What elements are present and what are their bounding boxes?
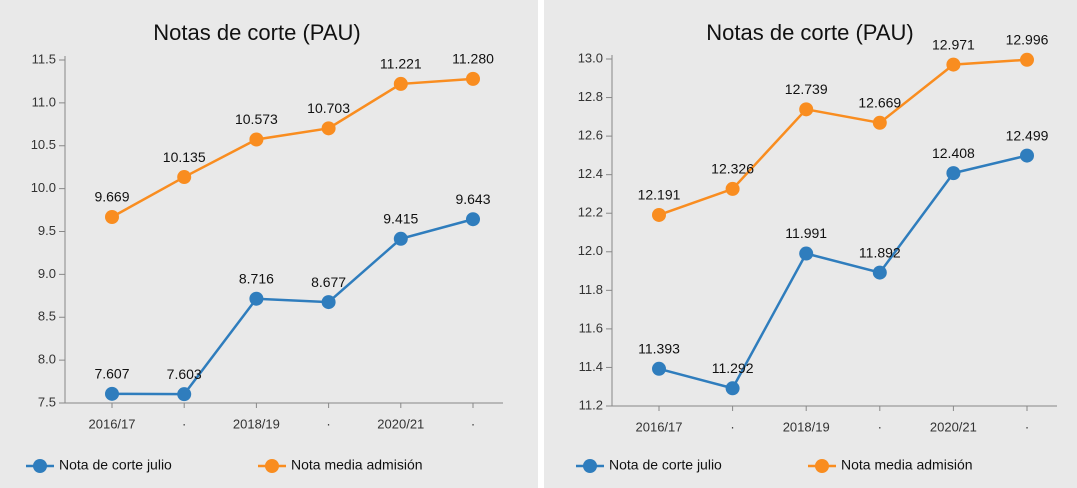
data-point [1020, 148, 1034, 163]
data-label: 11.991 [785, 225, 827, 241]
data-label: 12.971 [932, 36, 975, 52]
chart-title: Notas de corte (PAU) [153, 20, 360, 45]
data-point [725, 181, 740, 196]
data-point [249, 291, 264, 306]
x-tick-label: · [471, 416, 475, 431]
data-label: 12.408 [932, 145, 975, 161]
x-tick-label: 2016/17 [89, 416, 136, 431]
data-point [1020, 52, 1034, 67]
data-label: 10.573 [235, 111, 278, 127]
data-label: 11.393 [638, 340, 680, 356]
x-tick-label: 2020/21 [930, 419, 977, 434]
y-tick-label: 9.0 [38, 266, 56, 281]
y-tick-label: 10.0 [31, 180, 56, 195]
data-point [105, 386, 119, 401]
data-label: 12.191 [638, 187, 681, 203]
data-label: 12.739 [785, 81, 828, 97]
data-point [321, 121, 336, 136]
data-point [393, 231, 408, 246]
y-tick-label: 12.2 [578, 205, 603, 220]
data-point [321, 295, 336, 310]
y-tick-label: 12.8 [578, 89, 603, 104]
data-label: 10.703 [307, 100, 350, 116]
panel-background [544, 0, 1077, 488]
y-tick-label: 8.5 [38, 309, 56, 324]
y-tick-label: 11.4 [579, 359, 603, 374]
legend-marker [815, 459, 829, 473]
y-tick-label: 13.0 [578, 50, 603, 65]
data-point [466, 71, 480, 86]
data-label: 12.669 [858, 95, 901, 111]
x-tick-label: 2016/17 [636, 419, 683, 434]
x-tick-label: 2018/19 [233, 416, 280, 431]
data-label: 11.280 [452, 51, 494, 67]
x-tick-label: · [182, 416, 186, 431]
x-tick-label: · [1025, 419, 1029, 434]
data-point [177, 387, 192, 402]
y-tick-label: 11.0 [32, 94, 56, 109]
y-tick-label: 12.0 [578, 243, 603, 258]
data-label: 11.892 [859, 244, 901, 260]
data-point [725, 381, 740, 396]
series-line [658, 58, 1028, 217]
data-label: 9.669 [94, 189, 129, 205]
data-point [946, 166, 961, 181]
data-point [652, 207, 666, 222]
data-label: 8.716 [239, 270, 274, 286]
data-label: 9.643 [455, 191, 490, 207]
data-label: 7.603 [167, 366, 202, 382]
x-tick-label: · [326, 416, 330, 431]
legend-label: Nota de corte julio [59, 457, 172, 473]
data-label: 8.677 [311, 274, 346, 290]
legend-marker [33, 459, 47, 473]
data-label: 11.221 [380, 56, 422, 72]
legend-label: Nota de corte julio [609, 457, 722, 473]
y-tick-label: 12.4 [578, 166, 603, 181]
y-tick-label: 11.6 [579, 320, 603, 335]
data-point [799, 102, 814, 117]
data-point [249, 132, 264, 147]
data-point [393, 76, 408, 91]
series-line [111, 77, 474, 219]
data-label: 7.607 [94, 366, 129, 382]
data-point [872, 265, 887, 280]
y-tick-label: 12.6 [578, 128, 603, 143]
panel-background [0, 0, 538, 488]
data-label: 10.135 [163, 149, 206, 165]
x-tick-label: · [878, 419, 882, 434]
legend-marker [265, 459, 279, 473]
data-label: 12.996 [1006, 31, 1049, 47]
data-point [652, 361, 666, 376]
y-tick-label: 11.5 [32, 51, 56, 66]
legend-marker [583, 459, 597, 473]
chart-title: Notas de corte (PAU) [706, 20, 913, 45]
series-line [111, 218, 474, 396]
data-point [466, 212, 480, 227]
x-tick-label: · [730, 419, 734, 434]
x-tick-label: 2018/19 [783, 419, 830, 434]
data-point [946, 57, 961, 72]
data-label: 12.326 [711, 161, 754, 177]
data-label: 9.415 [383, 210, 418, 226]
y-tick-label: 11.2 [579, 397, 603, 412]
data-point [799, 246, 814, 261]
series-line [658, 154, 1028, 390]
legend-label: Nota media admisión [841, 457, 973, 473]
data-label: 12.499 [1006, 127, 1049, 143]
data-point [105, 210, 119, 225]
y-tick-label: 7.5 [38, 394, 56, 409]
data-point [872, 115, 887, 130]
y-tick-label: 10.5 [31, 137, 56, 152]
y-tick-label: 11.8 [579, 282, 603, 297]
y-tick-label: 9.5 [38, 223, 56, 238]
data-label: 11.292 [712, 360, 754, 376]
legend-label: Nota media admisión [291, 457, 423, 473]
y-tick-label: 8.0 [38, 352, 56, 367]
data-point [177, 170, 192, 185]
x-tick-label: 2020/21 [377, 416, 424, 431]
